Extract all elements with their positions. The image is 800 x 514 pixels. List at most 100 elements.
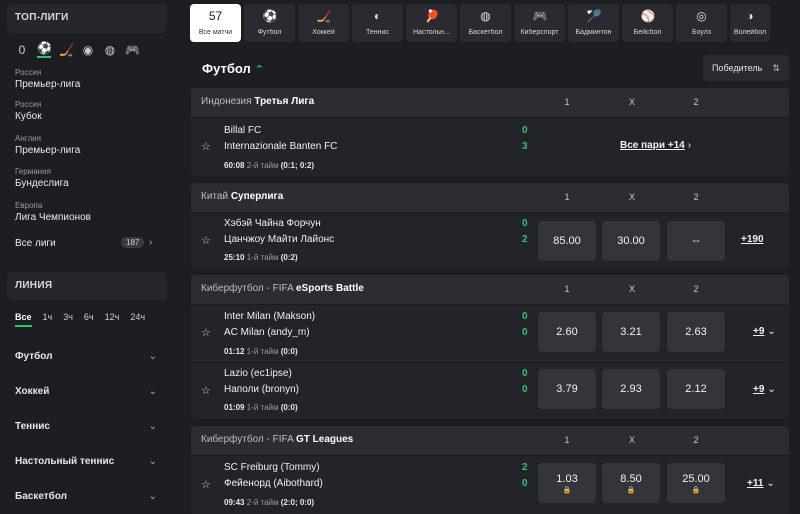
football-icon[interactable]: ⚽ xyxy=(37,41,52,58)
league-header[interactable]: Индонезия Третья Лига 1 X 2 xyxy=(191,88,789,117)
tab-tennis[interactable]: ◐ Теннис xyxy=(352,4,403,42)
tennis-icon[interactable]: ◉ xyxy=(82,42,94,57)
chevron-right-icon: › xyxy=(687,140,692,151)
bowls-icon: ◎ xyxy=(696,9,707,23)
tab-basketball[interactable]: ◍ Баскетбол xyxy=(460,4,511,42)
more-markets-link[interactable]: +9 ⌄ xyxy=(753,326,776,337)
all-pairs-link[interactable]: Все пари +14 › xyxy=(620,140,692,151)
league-block: Китай Суперлига 1 X 2 ☆ Хэбэй Чайна Форч… xyxy=(191,183,789,268)
time-tab-3h[interactable]: 3ч xyxy=(63,312,73,322)
gamepad-icon[interactable]: 🎮 xyxy=(125,42,140,57)
odd-button-1[interactable]: 85.00 xyxy=(538,221,596,261)
basketball-icon[interactable]: ◍ xyxy=(104,42,116,57)
tab-label: Волейбол xyxy=(733,29,767,36)
market-select-value: Победитель xyxy=(712,63,763,73)
tab-baseball[interactable]: ⚾ Бейсбол xyxy=(622,4,673,42)
odd-button-1[interactable]: 2.60 xyxy=(538,312,596,352)
sidebar-league-russia-premier[interactable]: Россия Премьер-лига xyxy=(15,68,80,91)
sidebar-league-germany-bundesliga[interactable]: Германия Бундеслига xyxy=(15,167,69,190)
odd-button-x[interactable]: 2.93 xyxy=(602,369,660,409)
time-filter-tabs: Все 1ч 3ч 6ч 12ч 24ч xyxy=(15,312,156,327)
lock-icon: 🔒 xyxy=(562,487,572,494)
match-time: 09:43 2-й тайм (2:0; 0:0) xyxy=(224,498,315,507)
line-sport-hockey[interactable]: Хоккей ⌄ xyxy=(15,386,157,397)
star-icon[interactable]: ☆ xyxy=(201,141,211,153)
match-row[interactable]: ☆ Inter Milan (Makson) AC Milan (andy_m)… xyxy=(191,304,789,362)
more-markets-link[interactable]: +9 ⌄ xyxy=(753,384,776,395)
tab-label: Бадминтон xyxy=(575,29,612,36)
line-sport-basketball[interactable]: Баскетбол ⌄ xyxy=(15,491,157,502)
tab-bowls[interactable]: ◎ Боулз xyxy=(676,4,727,42)
more-markets-link[interactable]: +190 xyxy=(741,234,764,245)
market-select[interactable]: Победитель ⇅ xyxy=(703,55,789,81)
league-header[interactable]: Китай Суперлига 1 X 2 xyxy=(191,183,789,212)
page-title[interactable]: Футбол ⌃ xyxy=(202,61,264,76)
odd-button-1[interactable]: 3.79 xyxy=(538,369,596,409)
league-header[interactable]: Киберфутбол - FIFA eSports Battle 1 X 2 xyxy=(191,275,789,304)
tennis-icon: ◐ xyxy=(373,9,382,23)
match-row[interactable]: ☆ Billal FC Internazionale Banten FC 0 3… xyxy=(191,117,789,176)
match-row[interactable]: ☆ SC Freiburg (Tommy) Фейенорд (Aibothar… xyxy=(191,455,789,514)
baseball-icon: ⚾ xyxy=(640,9,656,23)
more-markets-link[interactable]: +11 ⌄ xyxy=(747,478,775,489)
score-home: 0 xyxy=(522,125,528,136)
time-tab-1h[interactable]: 1ч xyxy=(42,312,53,322)
time-tab-6h[interactable]: 6ч xyxy=(83,312,94,322)
tab-table-tennis[interactable]: 🏓 Настольн... xyxy=(406,4,457,42)
league-country: Россия xyxy=(15,68,42,77)
tab-label: Футбол xyxy=(257,29,282,36)
match-time: 01:12 1-й тайм (0:0) xyxy=(224,347,298,356)
tab-label: Теннис xyxy=(366,29,389,36)
time-tab-12h[interactable]: 12ч xyxy=(104,312,120,322)
tab-football[interactable]: ⚽ Футбол xyxy=(244,4,295,42)
tab-esports[interactable]: 🎮 Киберспорт xyxy=(514,4,565,42)
league-country: Германия xyxy=(15,167,51,176)
zero-count[interactable]: 0 xyxy=(18,42,26,57)
line-sport-table-tennis[interactable]: Настольный теннис ⌄ xyxy=(15,456,157,467)
league-title: Киберфутбол - FIFA eSports Battle xyxy=(201,283,364,294)
col-2: 2 xyxy=(693,435,699,445)
time-tab-all[interactable]: Все xyxy=(15,312,32,327)
odd-button-2[interactable]: 2.12 xyxy=(667,369,725,409)
league-header[interactable]: Киберфутбол - FIFA GT Leagues 1 X 2 xyxy=(191,426,789,455)
star-icon[interactable]: ☆ xyxy=(201,479,211,491)
tab-all-matches[interactable]: 57 Все матчи xyxy=(190,4,241,42)
star-icon[interactable]: ☆ xyxy=(201,385,211,397)
match-row[interactable]: ☆ Хэбэй Чайна Форчун Цанчжоу Майти Лайон… xyxy=(191,212,789,268)
line-sport-label: Баскетбол xyxy=(15,491,68,502)
col-1: 1 xyxy=(564,435,570,445)
chevron-down-icon: ⌄ xyxy=(148,386,157,397)
odd-button-2[interactable]: 2.63 xyxy=(667,312,725,352)
page-title-text: Футбол xyxy=(202,61,251,76)
sidebar-league-england-premier[interactable]: Англия Премьер-лига xyxy=(15,134,80,157)
tab-badminton[interactable]: 🏸 Бадминтон xyxy=(568,4,619,42)
time-tab-24h[interactable]: 24ч xyxy=(130,312,146,322)
line-sport-football[interactable]: Футбол ⌄ xyxy=(15,351,157,362)
odd-button-x[interactable]: 30.00 xyxy=(602,221,660,261)
star-icon[interactable]: ☆ xyxy=(201,235,211,247)
star-icon[interactable]: ☆ xyxy=(201,327,211,339)
all-leagues-link[interactable]: Все лиги 187 › xyxy=(15,237,155,249)
hockey-icon[interactable]: 🏒 xyxy=(59,42,74,57)
sidebar-league-champions-league[interactable]: Европа Лига Чемпионов xyxy=(15,201,91,224)
line-sport-tennis[interactable]: Теннис ⌄ xyxy=(15,421,157,432)
odd-button-2[interactable]: -- xyxy=(667,221,725,261)
tab-hockey[interactable]: 🏒 Хоккей xyxy=(298,4,349,42)
odd-button-1[interactable]: 1.03 🔒 xyxy=(538,463,596,503)
sidebar-league-russia-cup[interactable]: Россия Кубок xyxy=(15,100,42,123)
chevron-down-icon: ⌄ xyxy=(767,326,776,337)
match-row[interactable]: ☆ Lazio (ec1ipse) Наполи (bronyn) 0 0 01… xyxy=(191,362,789,419)
odd-button-x[interactable]: 8.50 🔒 xyxy=(602,463,660,503)
tab-volleyball[interactable]: ◑ Волейбол xyxy=(730,4,770,42)
score-away: 3 xyxy=(522,141,528,152)
odd-button-2[interactable]: 25.00 🔒 xyxy=(667,463,725,503)
team-away: AC Milan (andy_m) xyxy=(224,327,310,338)
league-country: Англия xyxy=(15,134,41,143)
odd-button-x[interactable]: 3.21 xyxy=(602,312,660,352)
score-away: 0 xyxy=(522,327,528,338)
match-time: 25:10 1-й тайм (0:2) xyxy=(224,253,298,262)
col-x: X xyxy=(628,284,635,294)
chevron-down-icon: ⌄ xyxy=(148,351,157,362)
badminton-icon: 🏸 xyxy=(586,9,602,23)
